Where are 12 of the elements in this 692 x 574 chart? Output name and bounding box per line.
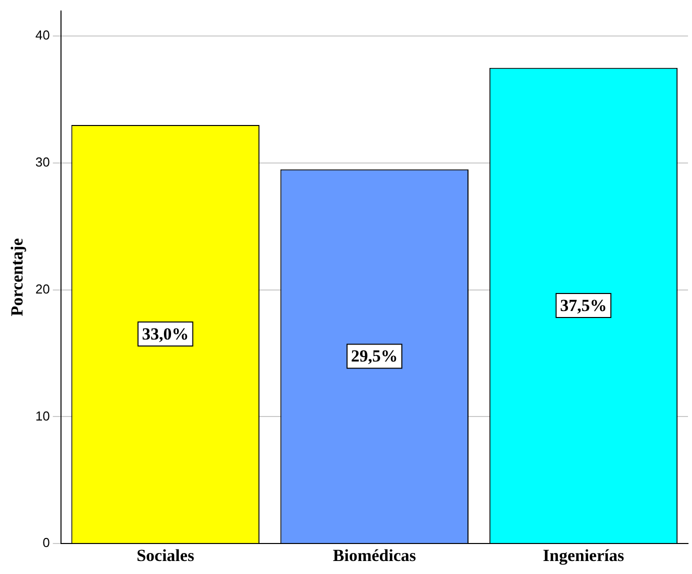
y-tick-label: 40 (35, 28, 50, 43)
y-tick-label: 20 (35, 281, 50, 296)
data-label: 29,5% (351, 346, 398, 366)
y-tick-label: 10 (35, 408, 50, 424)
x-tick-label: Biomédicas (332, 546, 416, 566)
y-tick-label: 30 (35, 154, 50, 170)
data-label: 37,5% (560, 296, 607, 315)
x-tick-label: Ingenierías (542, 546, 624, 566)
data-label: 33,0% (142, 324, 189, 344)
y-tick-label: 0 (42, 535, 50, 550)
y-axis-title: Porcentaje (8, 238, 27, 316)
x-tick-label: Sociales (136, 546, 195, 566)
